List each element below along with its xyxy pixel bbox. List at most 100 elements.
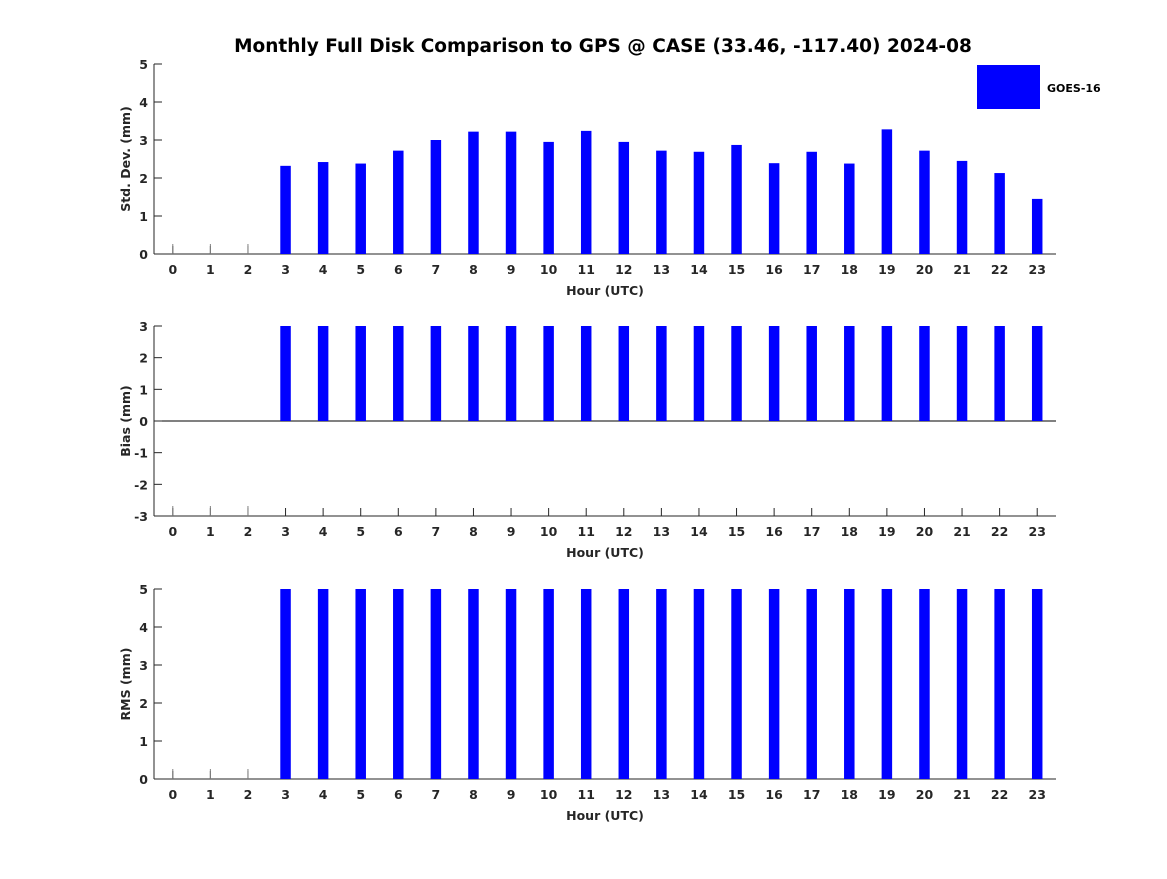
- legend: GOES-16: [977, 65, 1101, 109]
- x-tick-label: 4: [319, 787, 328, 802]
- bar: [731, 144, 742, 254]
- bar: [580, 589, 592, 779]
- bar: [280, 165, 291, 254]
- bar: [768, 163, 780, 254]
- y-tick-label: -1: [134, 446, 148, 461]
- x-tick-label: 14: [690, 524, 708, 539]
- x-tick-label: 19: [878, 262, 895, 277]
- bar: [505, 326, 517, 421]
- x-tick-label: 7: [432, 262, 441, 277]
- bar: [994, 326, 1005, 421]
- x-tick-label: 6: [394, 524, 403, 539]
- x-tick-label: 22: [991, 787, 1008, 802]
- x-tick-label: 18: [841, 262, 858, 277]
- bar: [618, 326, 630, 421]
- bar: [355, 326, 366, 421]
- x-tick-label: 9: [507, 524, 516, 539]
- bar: [280, 589, 291, 779]
- x-tick-label: 16: [765, 524, 783, 539]
- x-tick-label: 20: [916, 787, 934, 802]
- bar: [844, 326, 855, 421]
- bar: [505, 589, 517, 779]
- x-tick-label: 13: [653, 787, 670, 802]
- x-tick-label: 4: [319, 524, 328, 539]
- y-tick-label: 0: [139, 414, 148, 429]
- bar: [393, 326, 404, 421]
- y-tick-label: 1: [139, 734, 148, 749]
- bar: [731, 589, 742, 779]
- y-tick-label: 5: [139, 57, 148, 72]
- bar: [618, 141, 630, 254]
- x-tick-label: 22: [991, 524, 1008, 539]
- x-tick-label: 6: [394, 262, 403, 277]
- x-tick-label: 7: [432, 787, 441, 802]
- x-tick-label: 23: [1029, 524, 1046, 539]
- y-tick-label: 2: [139, 351, 148, 366]
- x-tick-label: 12: [615, 787, 632, 802]
- y-tick-label: -3: [134, 509, 148, 524]
- bar: [919, 589, 930, 779]
- x-tick-label: 10: [540, 787, 558, 802]
- x-tick-label: 2: [244, 524, 253, 539]
- y-tick-label: 1: [139, 209, 148, 224]
- bar: [844, 163, 855, 254]
- bar: [543, 589, 554, 779]
- legend-swatch: [977, 65, 1040, 109]
- bar: [468, 131, 479, 254]
- x-tick-label: 18: [841, 787, 858, 802]
- x-tick-label: 17: [803, 787, 820, 802]
- bar: [280, 326, 291, 421]
- bar: [355, 589, 366, 779]
- bar: [994, 589, 1005, 779]
- bar: [956, 160, 968, 254]
- x-tick-label: 21: [953, 524, 970, 539]
- bar: [693, 589, 705, 779]
- y-tick-label: 0: [139, 772, 148, 787]
- bar: [618, 589, 630, 779]
- bar: [1031, 326, 1043, 421]
- x-tick-label: 1: [206, 787, 215, 802]
- bar: [919, 326, 930, 421]
- bar: [317, 326, 329, 421]
- x-tick-label: 20: [916, 262, 934, 277]
- x-tick-label: 23: [1029, 787, 1046, 802]
- x-tick-label: 11: [578, 262, 595, 277]
- bar: [806, 589, 817, 779]
- x-tick-label: 9: [507, 262, 516, 277]
- bar: [393, 150, 404, 254]
- x-tick-label: 11: [578, 524, 595, 539]
- y-tick-label: 5: [139, 582, 148, 597]
- bar: [355, 163, 366, 254]
- chart-title: Monthly Full Disk Comparison to GPS @ CA…: [234, 36, 972, 57]
- x-tick-label: 15: [728, 787, 745, 802]
- x-tick-label: 0: [168, 787, 177, 802]
- x-tick-label: 3: [281, 262, 290, 277]
- x-tick-label: 12: [615, 262, 632, 277]
- bar: [430, 326, 442, 421]
- y-tick-label: 3: [139, 133, 148, 148]
- x-tick-label: 15: [728, 262, 745, 277]
- bar: [543, 141, 554, 254]
- x-tick-label: 23: [1029, 262, 1046, 277]
- x-tick-label: 5: [356, 262, 365, 277]
- bar: [1031, 198, 1043, 254]
- x-tick-label: 13: [653, 262, 670, 277]
- bar: [505, 131, 517, 254]
- bar: [806, 151, 817, 254]
- x-tick-label: 8: [469, 262, 478, 277]
- bar: [393, 589, 404, 779]
- x-tick-label: 2: [244, 787, 253, 802]
- y-tick-label: 1: [139, 382, 148, 397]
- y-tick-label: 3: [139, 319, 148, 334]
- x-tick-label: 19: [878, 787, 895, 802]
- x-tick-label: 5: [356, 524, 365, 539]
- x-tick-label: 3: [281, 787, 290, 802]
- bar: [768, 326, 780, 421]
- x-tick-label: 2: [244, 262, 253, 277]
- legend-label: GOES-16: [1047, 82, 1101, 95]
- bar: [956, 326, 968, 421]
- y-tick-label: 4: [139, 95, 148, 110]
